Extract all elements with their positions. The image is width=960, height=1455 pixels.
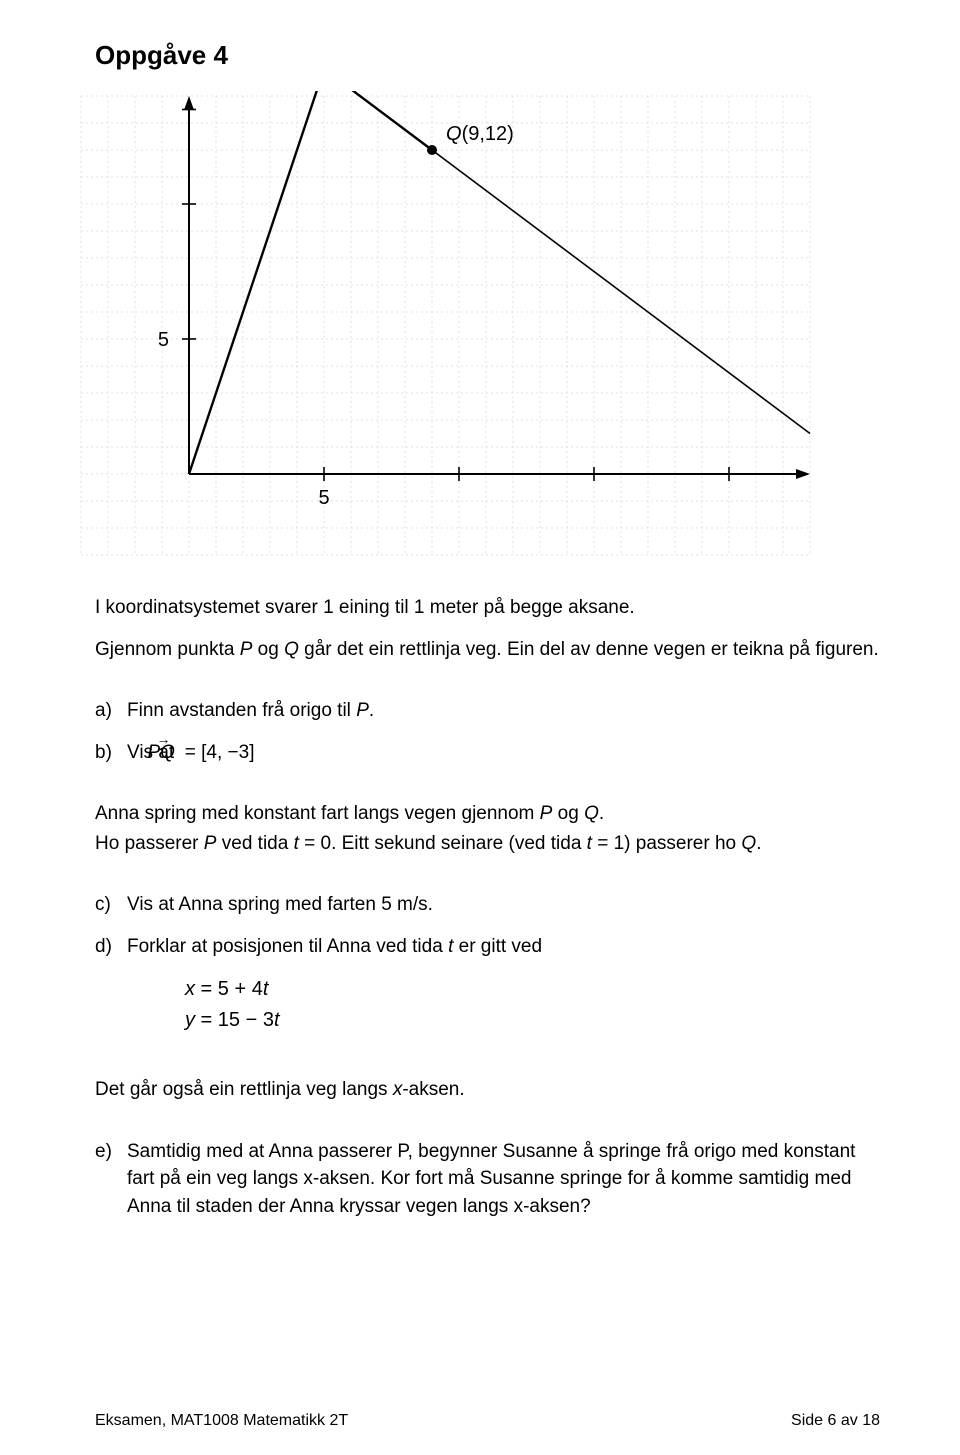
mid2-p: P: [204, 833, 217, 854]
svg-text:5: 5: [318, 487, 329, 509]
question-a-text-pre: Finn avstanden frå origo til: [127, 700, 356, 721]
eq1-rhs: = 5 + 4: [195, 978, 263, 1000]
task-heading: Oppgåve 4: [95, 40, 880, 71]
question-a-var: P: [356, 700, 369, 721]
question-c-label: c): [95, 891, 127, 919]
question-e-text: Samtidig med at Anna passerer P, begynne…: [127, 1141, 855, 1217]
page-footer: Eksamen, MAT1008 Matematikk 2T Side 6 av…: [95, 1412, 880, 1430]
question-d-equations: x = 5 + 4t y = 15 − 3t: [185, 974, 880, 1036]
question-d-post: er gitt ved: [453, 936, 542, 957]
mid-para-2: Ho passerer P ved tida t = 0. Eitt sekun…: [95, 830, 880, 858]
question-a-text-post: .: [369, 700, 374, 721]
mid1-mid: og: [552, 803, 584, 824]
footer-left: Eksamen, MAT1008 Matematikk 2T: [95, 1412, 348, 1430]
eq2-var: t: [274, 1009, 280, 1031]
question-d: d)Forklar at posisjonen til Anna ved tid…: [127, 933, 880, 961]
mid-para-1: Anna spring med konstant fart langs vege…: [95, 800, 880, 828]
question-a-label: a): [95, 697, 127, 725]
question-b-eq: = [4, −3]: [179, 742, 254, 763]
mid2-pre: Ho passerer: [95, 833, 204, 854]
eq2: y = 15 − 3t: [185, 1005, 880, 1036]
svg-text:5: 5: [158, 329, 169, 351]
mid-para-3: Det går også ein rettlinja veg langs x-a…: [95, 1076, 880, 1104]
coordinate-chart: 55P(5,15)Q(9,12): [75, 91, 880, 566]
question-b: b)Vis at →PQ = [4, −3]: [127, 739, 880, 767]
intro2-post: går det ein rettlinja veg. Ein del av de…: [299, 639, 879, 660]
eq2-lhs: y: [185, 1009, 195, 1031]
intro2-q: Q: [284, 639, 299, 660]
mid3-post: -aksen.: [402, 1079, 464, 1100]
svg-text:Q(9,12): Q(9,12): [446, 123, 514, 145]
mid1-pre: Anna spring med konstant fart langs vege…: [95, 803, 540, 824]
mid1-q: Q: [584, 803, 599, 824]
question-d-pre: Forklar at posisjonen til Anna ved tida: [127, 936, 448, 957]
question-e-label: e): [95, 1138, 127, 1166]
mid1-p: P: [540, 803, 553, 824]
intro2-pre: Gjennom punkta: [95, 639, 240, 660]
mid3-pre: Det går også ein rettlinja veg langs: [95, 1079, 393, 1100]
question-d-label: d): [95, 933, 127, 961]
question-c-text: Vis at Anna spring med farten 5 m/s.: [127, 894, 433, 915]
mid2-post: .: [756, 833, 761, 854]
question-a: a)Finn avstanden frå origo til P.: [127, 697, 880, 725]
eq1-var: t: [263, 978, 269, 1000]
eq1-lhs: x: [185, 978, 195, 1000]
mid1-post: .: [599, 803, 604, 824]
eq1: x = 5 + 4t: [185, 974, 880, 1005]
mid2-mid1: ved tida: [216, 833, 293, 854]
question-e: e)Samtidig med at Anna passerer P, begyn…: [127, 1138, 880, 1221]
question-b-label: b): [95, 739, 127, 767]
mid2-mid2: = 0. Eitt sekund seinare (ved tida: [299, 833, 587, 854]
question-c: c)Vis at Anna spring med farten 5 m/s.: [127, 891, 880, 919]
eq2-rhs: = 15 − 3: [195, 1009, 274, 1031]
chart-svg: 55P(5,15)Q(9,12): [75, 91, 815, 561]
intro-line-1: I koordinatsystemet svarer 1 eining til …: [95, 594, 880, 622]
mid2-mid3: = 1) passerer ho: [592, 833, 741, 854]
intro-line-2: Gjennom punkta P og Q går det ein rettli…: [95, 636, 880, 664]
intro2-p: P: [240, 639, 253, 660]
mid2-q: Q: [741, 833, 756, 854]
footer-right: Side 6 av 18: [791, 1412, 880, 1430]
mid3-var: x: [393, 1079, 403, 1100]
intro2-mid: og: [252, 639, 284, 660]
